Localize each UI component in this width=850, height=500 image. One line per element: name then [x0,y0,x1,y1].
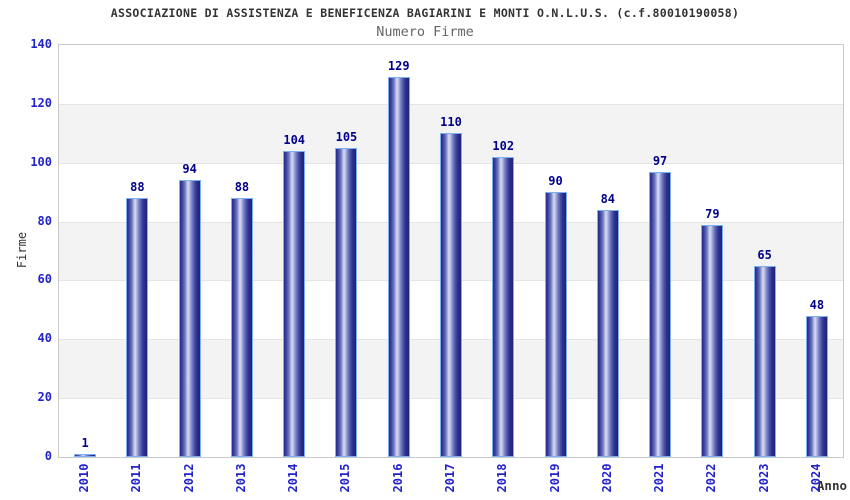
chart-title: ASSOCIAZIONE DI ASSISTENZA E BENEFICENZA… [110,6,740,20]
bar-value-label-2020: 84 [600,192,616,206]
bar-2012 [178,180,201,457]
bar-value-label-2024: 48 [809,298,825,312]
bar-value-label-2023: 65 [757,248,772,262]
bar-2019 [544,192,567,457]
bar-value-label-2013: 88 [234,180,250,194]
x-axis-tick-label-2020: 2020 [599,463,614,493]
bar-2022 [701,225,724,457]
bar-2020 [596,210,619,457]
x-axis-tick-label-2013: 2013 [233,463,248,493]
bar-2013 [230,198,253,457]
y-axis-tick-label-140: 140 [30,37,52,51]
background-band [59,45,843,104]
x-axis-tick-label-2015: 2015 [338,463,353,493]
x-axis-tick-label-2021: 2021 [652,463,667,493]
bar-value-label-2019: 90 [548,174,563,188]
bar-value-label-2014: 104 [283,133,306,147]
y-axis-tick-label-60: 60 [37,272,52,287]
y-axis-tick-label-40: 40 [37,331,52,346]
x-axis-tick-label-2018: 2018 [495,463,510,493]
bar-2018 [492,157,515,457]
x-axis-tick-label-2017: 2017 [443,463,457,493]
x-axis-tick-label-2014: 2014 [286,463,301,493]
x-axis-tick-label-2011: 2011 [129,463,144,493]
x-axis-tick-label-2022: 2022 [704,463,719,493]
x-axis-tick-label-2023: 2023 [756,463,771,493]
x-axis-tick-label-2016: 2016 [390,463,405,493]
y-axis-tick-label-80: 80 [37,213,52,228]
bar-value-label-2018: 102 [492,139,515,153]
y-axis-tick-label-120: 120 [30,95,52,110]
y-axis-tick-label-100: 100 [30,154,52,169]
bar-2024 [805,316,828,457]
x-axis-tick-label-2019: 2019 [547,463,562,493]
bar-value-label-2015: 105 [335,130,358,144]
bar-2015 [335,148,358,457]
bar-value-label-2012: 94 [182,162,197,176]
x-axis-tick-label-2010: 2010 [77,463,92,493]
plot-area: 1 88 94 88 104 105 129 110 102 90 84 97 79 65 48 [58,44,844,458]
x-axis-tick-label-2012: 2012 [181,463,196,493]
bar-value-label-2017: 110 [440,115,462,129]
bar-value-label-2022: 79 [705,207,720,221]
x-axis-tick-label-2024: 2024 [808,463,823,493]
y-axis-tick-label-20: 20 [37,390,52,405]
bar-2021 [649,172,672,457]
bar-value-label-2016: 129 [387,59,410,73]
bar-2014 [283,151,306,457]
bar-2011 [126,198,149,457]
bar-2017 [440,133,462,457]
bar-2010 [74,454,97,457]
chart-subtitle: Numero Firme [376,24,474,40]
bar-value-label-2011: 88 [130,180,145,194]
y-axis-tick-label-0: 0 [44,449,52,463]
bar-value-label-2021: 97 [652,154,668,168]
x-axis-label: Anno [816,478,847,493]
bar-2023 [753,266,776,457]
bar-2016 [387,77,410,457]
bar-value-label-2010: 1 [81,436,89,450]
